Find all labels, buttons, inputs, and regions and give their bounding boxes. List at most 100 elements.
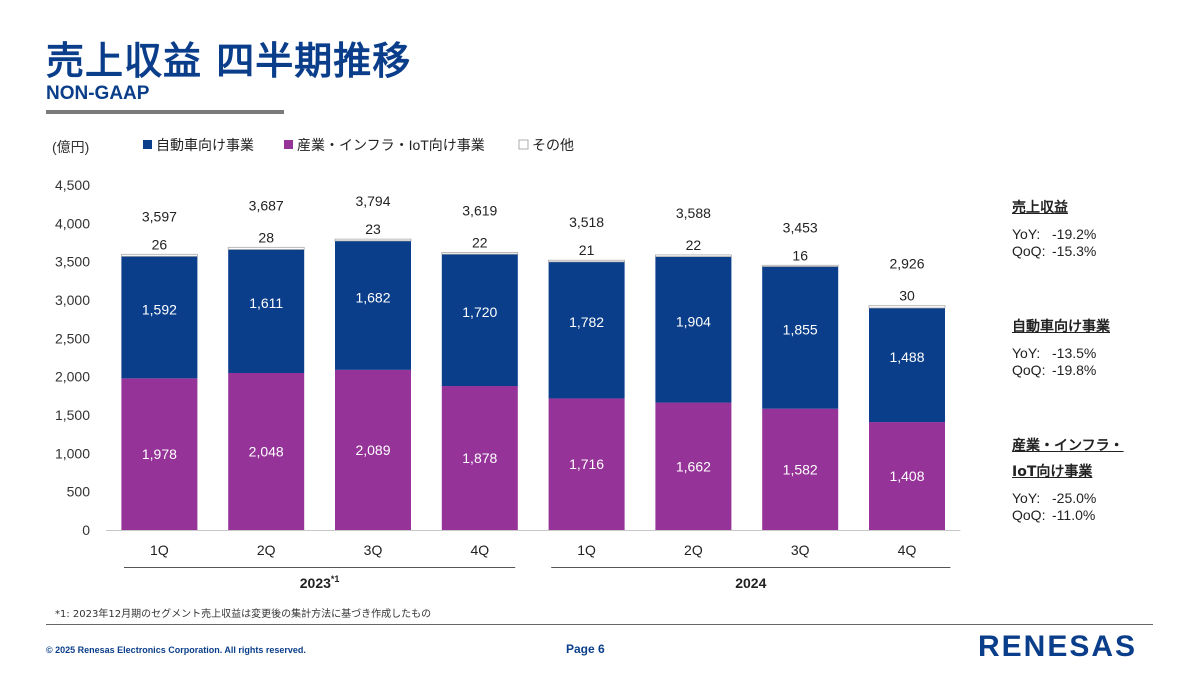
summary-total-yoy: -19.2% [1052, 226, 1097, 242]
x-tick-label: 4Q [898, 542, 917, 558]
bar-segment-other [441, 252, 519, 255]
summary-automotive-yoy-label: YoY: [1012, 345, 1041, 361]
data-label-other: 26 [152, 236, 168, 252]
data-label-industrial: 1,716 [569, 456, 604, 472]
summary-automotive: 自動車向け事業 YoY: -13.5% QoQ: -19.8% [1012, 316, 1110, 379]
data-label-industrial: 2,089 [355, 442, 390, 458]
bar-segment-other [227, 246, 305, 250]
data-label-industrial: 1,878 [462, 450, 497, 466]
bar-segment-industrial [441, 386, 518, 530]
bar-segment-automotive [228, 249, 305, 373]
summary-industrial-yoy-label: YoY: [1012, 490, 1041, 506]
data-label-other: 16 [792, 247, 808, 263]
data-label-automotive: 1,488 [889, 349, 924, 365]
bar-segment-other [121, 253, 198, 257]
bar-segment-automotive [335, 240, 411, 370]
data-label-industrial: 1,662 [676, 458, 711, 474]
legend-label-1: 産業・インフラ・IoT向け事業 [297, 137, 485, 153]
x-tick-label: 3Q [791, 542, 810, 558]
data-label-other: 23 [365, 221, 381, 237]
data-label-automotive: 1,782 [569, 314, 604, 330]
footnote: *1: 2023年12月期のセグメント売上収益は変更後の集計方法に基づき作成した… [55, 609, 432, 620]
y-tick-label: 1,000 [55, 445, 90, 461]
data-label-total: 2,926 [889, 256, 924, 272]
bar-segment-industrial [762, 408, 839, 530]
data-label-other: 21 [579, 242, 595, 258]
data-label-total: 3,518 [569, 214, 604, 230]
page-title: 売上収益 四半期推移 [46, 39, 412, 83]
data-label-total: 3,597 [142, 208, 177, 224]
footer-divider [46, 624, 1153, 625]
bar-segment-industrial [655, 402, 732, 530]
bar-segment-automotive [869, 307, 945, 423]
y-tick-label: 1,500 [55, 407, 90, 423]
data-label-industrial: 1,978 [142, 446, 177, 462]
y-tick-label: 4,500 [55, 177, 90, 193]
summary-industrial: 産業・インフラ・ IoT向け事業 YoY: -25.0% QoQ: -11.0% [1012, 435, 1124, 524]
summary-industrial-qoq-label: QoQ: [1012, 507, 1046, 523]
summary-total: 売上収益 YoY: -19.2% QoQ: -15.3% [1012, 197, 1096, 260]
bar-segment-automotive [762, 266, 839, 409]
bar-segment-other [334, 238, 412, 242]
bar-segment-automotive [655, 256, 732, 403]
summary-industrial-title-line2: IoT向け事業 [1012, 464, 1093, 480]
summary-industrial-qoq: -11.0% [1052, 507, 1096, 523]
bar-segment-other [548, 259, 625, 263]
legend-swatch-0 [143, 140, 152, 149]
bar-segment-automotive [121, 256, 198, 379]
bar-segment-other [868, 305, 946, 309]
summary-automotive-qoq-label: QoQ: [1012, 362, 1046, 378]
unit-label: (億円) [52, 139, 89, 155]
data-label-other: 22 [686, 237, 702, 253]
x-tick-label: 2Q [684, 542, 703, 558]
legend-label-2: その他 [532, 137, 574, 153]
bar-segment-automotive [441, 254, 518, 387]
y-tick-label: 3,000 [55, 292, 90, 308]
bar-segment-industrial [228, 372, 305, 530]
y-tick-label: 0 [82, 522, 90, 538]
bar-segment-industrial [548, 398, 625, 530]
data-label-total: 3,588 [676, 205, 711, 221]
x-tick-label: 3Q [364, 542, 383, 558]
page-subtitle: NON-GAAP [46, 83, 150, 104]
data-label-industrial: 1,582 [783, 461, 818, 477]
data-label-automotive: 1,720 [462, 304, 497, 320]
data-label-total: 3,687 [249, 197, 284, 213]
legend-swatch-2 [518, 139, 529, 150]
bar-segment-other [761, 264, 839, 267]
y-tick-label: 4,000 [55, 215, 90, 231]
y-tick-label: 2,500 [55, 330, 90, 346]
year-group-label: 2023*1 [300, 574, 340, 591]
renesas-logo: RENESAS [978, 630, 1138, 663]
data-label-automotive: 1,904 [676, 314, 711, 330]
data-label-other: 30 [899, 288, 915, 304]
x-tick-label: 2Q [257, 542, 276, 558]
legend-label-0: 自動車向け事業 [156, 137, 254, 153]
y-tick-label: 500 [67, 484, 91, 500]
summary-automotive-yoy: -13.5% [1052, 345, 1097, 361]
legend-swatch-1 [284, 140, 293, 149]
data-label-industrial: 1,408 [889, 468, 924, 484]
data-label-other: 22 [472, 234, 488, 250]
bar-segment-automotive [548, 261, 625, 399]
data-label-automotive: 1,592 [142, 301, 177, 317]
bar-segment-industrial [869, 422, 945, 530]
data-label-total: 3,453 [783, 219, 818, 235]
data-label-automotive: 1,855 [783, 322, 818, 338]
bar-segment-other [655, 254, 732, 258]
year-group-footnote-mark: *1 [331, 574, 340, 584]
copyright: © 2025 Renesas Electronics Corporation. … [46, 645, 306, 655]
summary-industrial-yoy: -25.0% [1052, 490, 1097, 506]
summary-automotive-title: 自動車向け事業 [1012, 319, 1110, 335]
year-group-label: 2024 [735, 575, 766, 591]
summary-total-title: 売上収益 [1012, 200, 1068, 216]
data-label-other: 28 [258, 229, 274, 245]
summary-total-qoq-label: QoQ: [1012, 243, 1046, 259]
summary-total-qoq: -15.3% [1052, 243, 1097, 259]
data-label-total: 3,794 [355, 193, 390, 209]
bar-segment-industrial [121, 378, 198, 530]
data-label-total: 3,619 [462, 202, 497, 218]
summary-total-yoy-label: YoY: [1012, 226, 1041, 242]
data-label-automotive: 1,611 [249, 295, 283, 311]
x-tick-label: 1Q [150, 542, 169, 558]
